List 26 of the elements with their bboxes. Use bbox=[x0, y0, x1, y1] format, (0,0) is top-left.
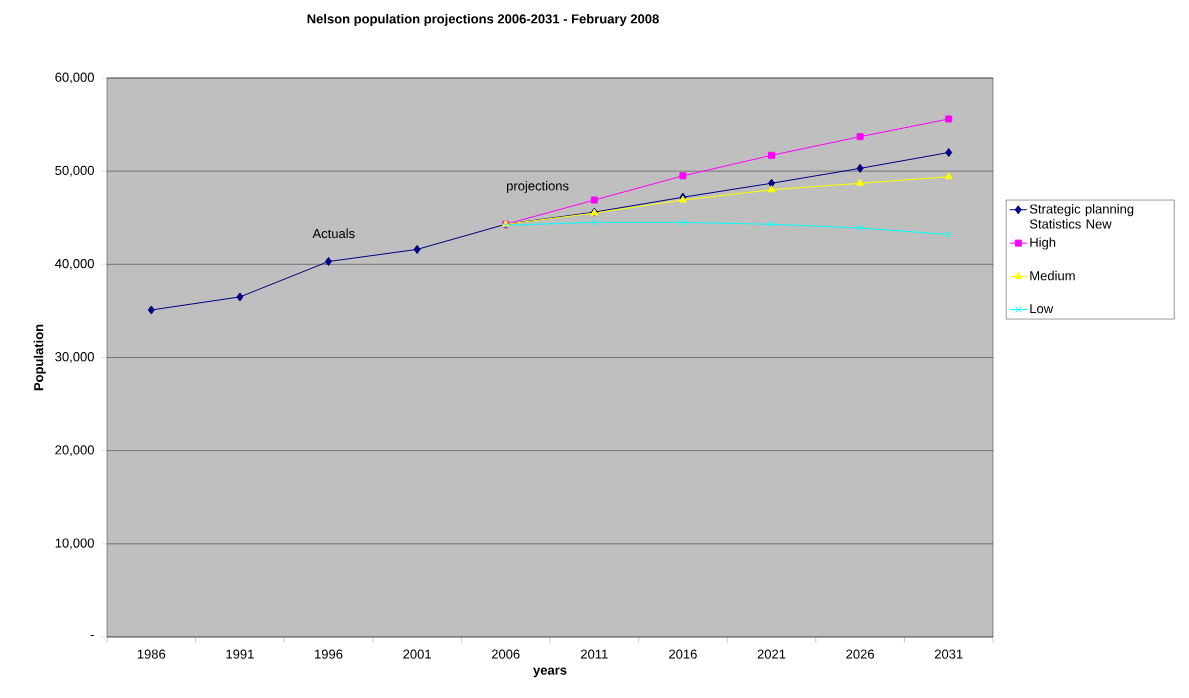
y-tick-label: 60,000 bbox=[55, 72, 94, 84]
x-tick-label: 2001 bbox=[403, 649, 431, 659]
legend-label: High bbox=[1030, 237, 1056, 250]
legend-label: Medium bbox=[1030, 270, 1075, 281]
x-tick-label: 2016 bbox=[669, 649, 697, 659]
y-tick-label: 20,000 bbox=[55, 445, 94, 457]
y-tick-label: 30,000 bbox=[55, 352, 94, 363]
x-tick-label: 1991 bbox=[226, 649, 254, 659]
chart-title: Nelson population projections 2006-2031 - February 2008 bbox=[307, 13, 659, 27]
x-tick-label: 2021 bbox=[757, 649, 786, 659]
annotation: projections bbox=[506, 180, 569, 194]
x-axis-title: years bbox=[533, 667, 567, 678]
y-axis-title: Population bbox=[33, 324, 46, 391]
x-tick-label: 1996 bbox=[315, 649, 343, 659]
x-tick-label: 2011 bbox=[580, 649, 608, 659]
legend-label: Low bbox=[1030, 304, 1054, 314]
x-tick-label: 1986 bbox=[137, 649, 166, 659]
legend-label: Strategic planning Statistics New bbox=[1029, 204, 1134, 229]
x-tick-label: 2006 bbox=[491, 649, 520, 659]
x-tick-label: 2026 bbox=[846, 649, 874, 659]
x-tick-label: 2031 bbox=[934, 649, 963, 659]
annotation: Actuals bbox=[312, 228, 355, 239]
y-tick-label: 10,000 bbox=[55, 538, 94, 550]
y-tick-label: - bbox=[90, 635, 94, 637]
y-tick-label: 40,000 bbox=[55, 258, 94, 270]
y-tick-label: 50,000 bbox=[55, 165, 94, 177]
